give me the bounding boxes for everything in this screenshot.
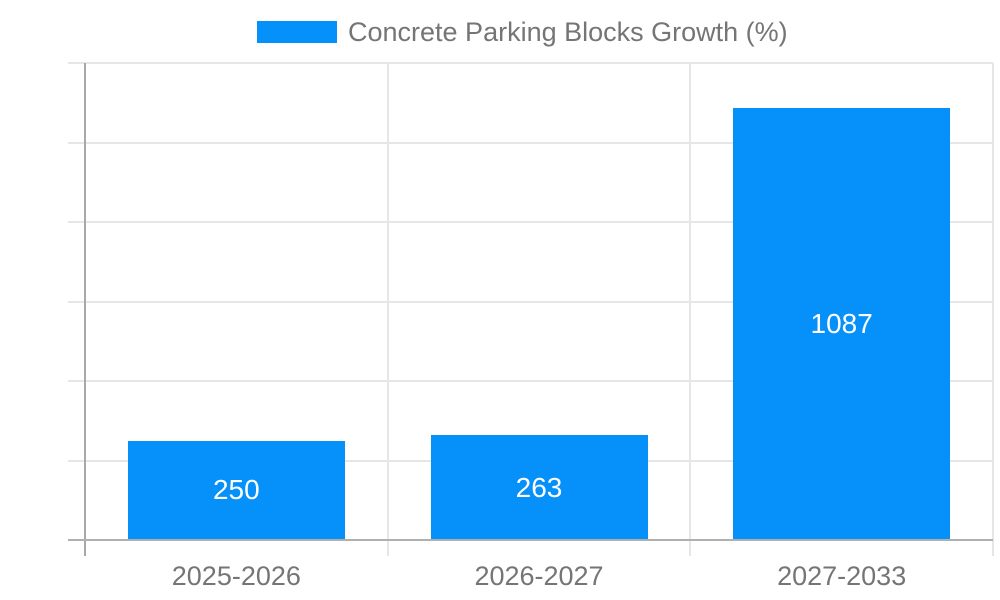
gridline-horizontal	[68, 221, 993, 223]
bar[interactable]	[128, 440, 345, 540]
bar-value-label: 263	[515, 471, 563, 503]
chart-legend: Concrete Parking Blocks Growth (%)	[257, 14, 788, 50]
bar[interactable]	[431, 435, 648, 540]
gridline-vertical	[689, 63, 692, 556]
bar[interactable]	[733, 107, 950, 540]
y-axis-line	[84, 63, 86, 556]
gridline-horizontal	[68, 300, 993, 303]
x-tick-label: 2027-2033	[777, 561, 907, 591]
x-tick-label: 2025-2026	[171, 561, 301, 591]
legend-label: Concrete Parking Blocks Growth (%)	[348, 16, 788, 47]
gridline-horizontal	[68, 380, 993, 382]
bar-value-label: 250	[212, 474, 260, 506]
plot-area: 0200400600800100012002502025-20262632026…	[68, 62, 994, 591]
x-axis-baseline	[68, 539, 993, 541]
bar-value-label: 1087	[810, 307, 873, 339]
gridline-vertical	[386, 63, 389, 556]
x-tick-label: 2026-2027	[474, 561, 604, 591]
gridline-vertical	[992, 63, 994, 556]
gridline-horizontal	[68, 141, 993, 144]
gridline-horizontal	[68, 62, 993, 64]
legend-swatch	[257, 21, 337, 43]
